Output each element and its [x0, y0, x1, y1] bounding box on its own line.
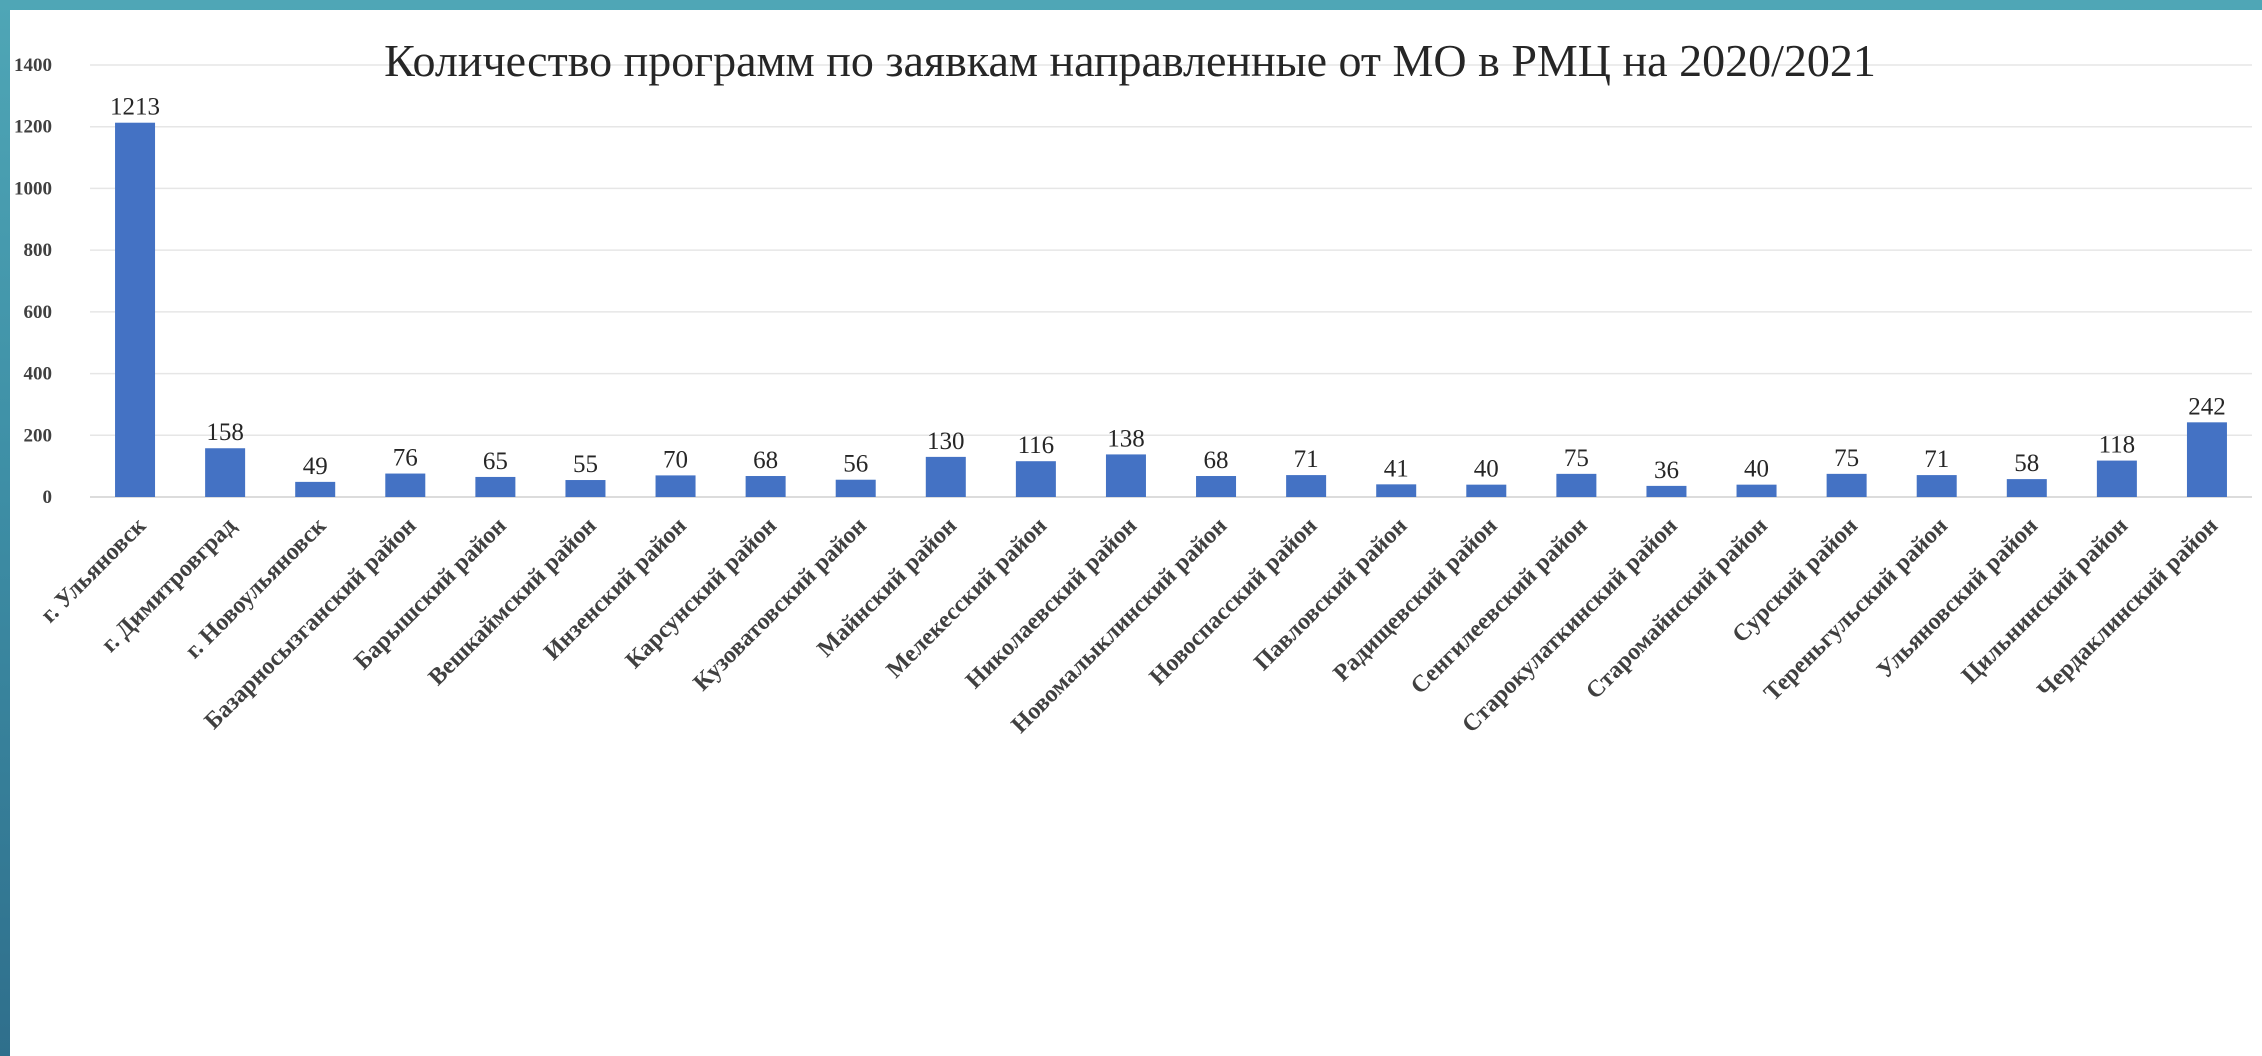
y-tick-label: 600 [24, 302, 53, 323]
category-label: Павловский район [1249, 513, 1412, 676]
bar [2186, 422, 2227, 497]
bar [1196, 476, 1237, 497]
bar [1105, 454, 1146, 497]
data-label: 49 [303, 453, 328, 480]
data-label: 71 [1924, 446, 1949, 473]
bar [565, 480, 606, 497]
y-tick-label: 0 [43, 487, 53, 508]
data-label: 138 [1107, 425, 1145, 452]
y-tick-label: 800 [24, 240, 53, 261]
data-label: 242 [2188, 393, 2226, 420]
category-label: Тереньгульский район [1759, 513, 1953, 707]
bar [205, 448, 246, 497]
bar [1466, 484, 1507, 497]
data-label: 76 [393, 445, 418, 472]
category-label: Радищевский район [1329, 513, 1503, 687]
data-label: 70 [663, 446, 688, 473]
category-label: Кузоватовский район [689, 513, 872, 696]
y-tick-label: 400 [24, 364, 53, 385]
bar [1736, 484, 1777, 497]
bar [385, 473, 426, 497]
bar [1826, 473, 1867, 497]
data-label: 68 [1204, 447, 1229, 474]
category-label: Старомайнский район [1581, 513, 1773, 705]
bar [115, 122, 156, 498]
bar [655, 475, 696, 497]
category-label: Барышский район [349, 513, 511, 675]
category-label: Карсунский район [621, 513, 782, 674]
category-label: Мелекесский район [882, 513, 1053, 684]
data-label: 40 [1744, 456, 1769, 483]
category-label: Вешкаймский район [424, 513, 602, 691]
category-label: Сенгилеевский район [1406, 513, 1593, 700]
data-label: 56 [843, 451, 868, 478]
data-label: 130 [927, 428, 965, 455]
data-label: 75 [1564, 445, 1589, 472]
bar [1556, 473, 1597, 497]
data-label: 58 [2014, 450, 2039, 477]
grid-layer [90, 64, 2252, 498]
bar [2096, 460, 2137, 497]
category-label: Чердаклинский район [2033, 513, 2224, 704]
data-labels: 1213 158 49 76 65 55 70 68 56 130 116 138 68 71 41 40 75… [110, 94, 2226, 484]
bar [1646, 485, 1687, 497]
y-tick-label: 1000 [14, 178, 52, 199]
data-label: 1213 [110, 94, 160, 121]
category-label: Цильнинский район [1957, 513, 2133, 689]
data-label: 116 [1018, 432, 1055, 459]
bar [295, 481, 336, 497]
bars [115, 122, 2227, 498]
data-label: 41 [1384, 455, 1409, 482]
data-label: 36 [1654, 457, 1679, 484]
data-label: 65 [483, 448, 508, 475]
data-label: 158 [206, 419, 244, 446]
y-axis-ticks: 0 200 400 600 800 1000 1200 1400 [14, 55, 52, 508]
bar [475, 476, 516, 497]
category-label: Ульяновский район [1872, 513, 2043, 684]
y-tick-label: 1200 [14, 117, 52, 138]
data-label: 118 [2099, 432, 2136, 459]
bar [745, 476, 786, 497]
y-tick-label: 200 [24, 425, 53, 446]
bar-chart: 0 200 400 600 800 1000 1200 1400 1213 158 49 76 65 5… [14, 35, 2252, 739]
data-label: 75 [1834, 445, 1859, 472]
bar [925, 456, 966, 497]
data-label: 68 [753, 447, 778, 474]
y-tick-label: 1400 [14, 55, 52, 76]
bar [1015, 461, 1056, 497]
data-label: 71 [1294, 446, 1319, 473]
chart-frame: 0 200 400 600 800 1000 1200 1400 1213 158 49 76 65 5… [10, 10, 2262, 1056]
bar [1916, 475, 1957, 497]
data-label: 40 [1474, 456, 1499, 483]
chart-title: Количество программ по заявкам направлен… [384, 35, 1876, 86]
category-label: Новоспасский район [1145, 513, 1323, 691]
bar [1376, 484, 1417, 497]
bar [2006, 479, 2047, 497]
bar [1286, 475, 1327, 497]
category-label: Николаевский район [961, 513, 1142, 694]
data-label: 55 [573, 451, 598, 478]
bar [835, 479, 876, 497]
